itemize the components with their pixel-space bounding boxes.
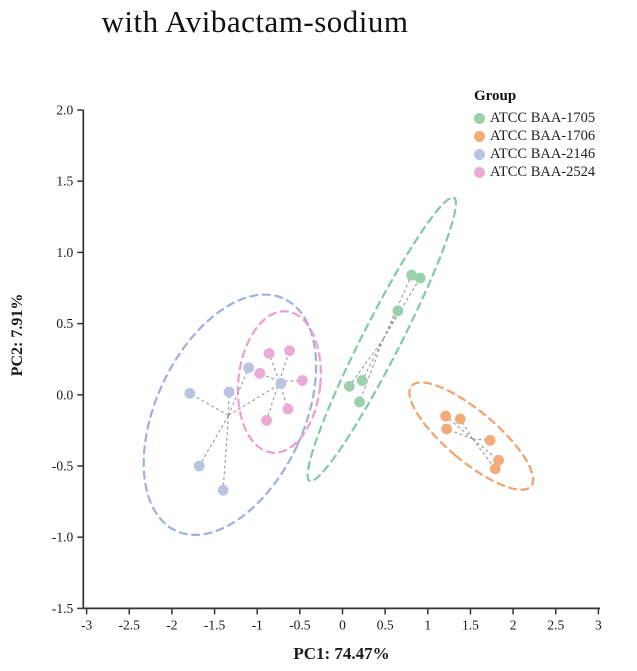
legend-swatch-icon [474,113,485,125]
data-point [454,413,466,425]
legend-swatch-icon [474,148,485,160]
data-point [343,380,355,392]
data-point [263,348,275,359]
x-tick-label: 2 [510,617,517,632]
y-tick-label: -1.0 [52,530,74,545]
x-tick-label: -1 [252,617,263,632]
legend-label: ATCC BAA-2146 [490,145,596,162]
legend-label: ATCC BAA-1705 [490,110,596,127]
y-tick-label: 2.0 [56,103,73,118]
chart-title: with Avibactam-sodium [101,4,409,39]
legend-item: ATCC BAA-2146 [474,146,595,164]
data-point [284,345,296,357]
legend-item: ATCC BAA-1706 [474,128,595,146]
confidence-ellipse [306,196,457,483]
x-tick-label: 3 [595,617,602,632]
centroid-link [222,415,230,491]
legend-item: ATCC BAA-2524 [474,163,595,181]
x-tick-label: -2.5 [119,617,141,632]
y-axis-title: PC2: 7.91% [9,293,26,377]
y-tick-label: 1.5 [56,174,73,189]
x-tick-label: 0.5 [377,617,394,632]
data-point [254,368,266,379]
x-tick-label: -2 [166,617,177,632]
x-tick-label: -3 [81,617,92,632]
y-tick-label: -1.5 [52,601,74,616]
y-tick-label: -0.5 [52,459,74,474]
x-axis-title: PC1: 74.47% [293,644,390,663]
data-point [489,463,501,475]
data-point [275,378,287,389]
centroid-link [472,438,496,470]
centroid-link [266,381,280,421]
x-tick-label: 2.5 [547,617,564,632]
x-tick-label: 0 [339,617,346,632]
x-tick-label: -1.5 [204,617,226,632]
centroid-link [359,338,384,403]
data-point [440,410,452,422]
legend-swatch-icon [474,131,485,143]
x-tick-label: -0.5 [289,617,311,632]
legend-item: ATCC BAA-1705 [474,110,595,128]
data-point [261,415,272,426]
confidence-ellipse [142,293,318,536]
confidence-ellipse [408,381,535,491]
centroid-link [472,438,491,441]
data-point [441,423,452,435]
legend-label: ATCC BAA-2524 [490,163,596,180]
plot-legend: Group ATCC BAA-1705 ATCC BAA-1706 ATCC B… [474,88,595,181]
centroid-link [189,392,229,416]
confidence-ellipse [236,310,322,454]
data-point [356,375,368,386]
y-tick-label: 0.0 [56,387,73,402]
data-point [414,272,426,284]
data-point [354,396,365,408]
legend-swatch-icon [474,166,485,178]
centroid-link [228,382,282,416]
data-point [223,386,235,398]
data-point [217,484,229,496]
data-point [297,375,308,386]
data-point [406,269,417,281]
centroid-link [198,415,229,467]
centroid-link [348,338,384,387]
data-point [493,454,504,466]
data-point [193,460,205,472]
data-point [484,434,496,446]
data-point [392,305,404,317]
y-tick-label: 1.0 [56,245,73,260]
data-point [282,403,294,415]
x-tick-label: 1.5 [462,617,479,632]
x-tick-label: 1 [424,617,431,632]
legend-title: Group [474,88,517,104]
centroid-link [445,415,474,440]
data-point [184,387,196,399]
y-tick-label: 0.5 [56,316,73,331]
legend-label: ATCC BAA-1706 [490,128,596,145]
data-point [243,362,255,374]
centroid-link [361,338,384,381]
